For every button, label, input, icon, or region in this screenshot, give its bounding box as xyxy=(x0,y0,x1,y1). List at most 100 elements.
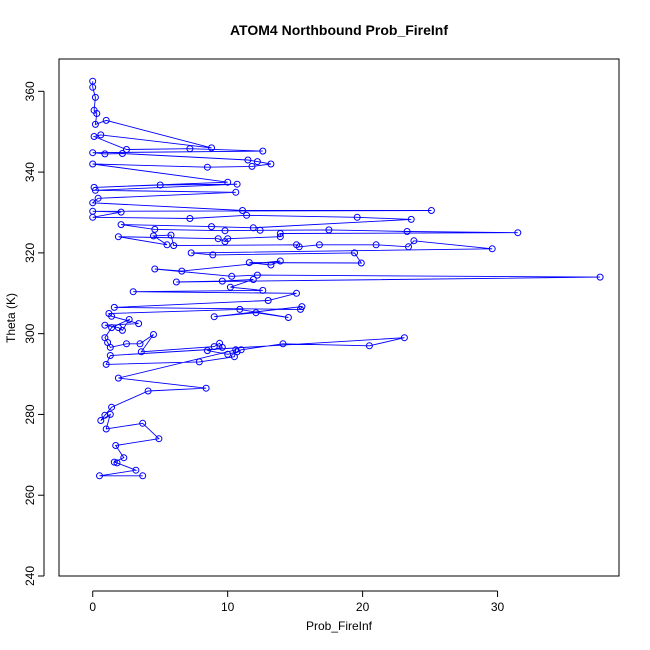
data-point xyxy=(276,233,284,241)
data-point xyxy=(244,156,252,164)
x-tick-label: 10 xyxy=(221,600,235,614)
data-point xyxy=(249,276,257,283)
data-point xyxy=(89,149,97,157)
data-point xyxy=(237,346,245,354)
data-point xyxy=(365,342,373,350)
data-point xyxy=(256,226,264,234)
data-point xyxy=(172,278,180,286)
data-point xyxy=(93,110,101,117)
data-point xyxy=(155,435,163,443)
y-tick-label: 280 xyxy=(23,404,37,424)
data-point xyxy=(178,267,186,275)
data-point xyxy=(357,259,365,267)
data-point xyxy=(112,442,120,449)
data-point xyxy=(170,242,178,250)
chart-title: ATOM4 Northbound Prob_FireInf xyxy=(230,22,448,38)
data-point xyxy=(230,353,238,361)
data-point xyxy=(96,472,103,480)
data-point xyxy=(89,199,97,207)
data-point xyxy=(137,348,145,356)
data-point xyxy=(224,178,232,186)
data-point xyxy=(248,162,256,170)
data-point xyxy=(264,297,272,304)
x-axis-label: Prob_FireInf xyxy=(306,619,373,633)
x-tick-label: 0 xyxy=(89,600,96,614)
data-point xyxy=(117,208,125,216)
data-point xyxy=(405,243,412,251)
data-point xyxy=(187,249,195,257)
y-tick-label: 320 xyxy=(23,243,37,263)
data-point xyxy=(125,316,133,323)
data-point xyxy=(89,160,97,168)
data-point xyxy=(410,237,418,245)
data-point xyxy=(118,326,126,334)
data-point xyxy=(403,228,411,235)
data-point xyxy=(221,227,229,235)
data-point xyxy=(259,286,267,294)
data-point xyxy=(218,277,226,285)
data-point xyxy=(110,303,118,311)
data-point xyxy=(427,207,435,214)
data-point xyxy=(233,180,241,188)
y-tick-label: 240 xyxy=(23,566,37,586)
data-point xyxy=(226,283,234,291)
data-point xyxy=(221,238,229,246)
data-point xyxy=(372,241,380,249)
data-point xyxy=(102,425,110,433)
data-point xyxy=(214,235,222,243)
data-point xyxy=(91,120,99,128)
data-point xyxy=(117,221,125,229)
data-point xyxy=(102,360,110,368)
data-point xyxy=(102,116,110,124)
x-tick-label: 30 xyxy=(491,600,505,614)
data-point xyxy=(202,384,210,392)
data-point xyxy=(267,261,275,269)
x-axis: 0 10 20 30 xyxy=(89,590,505,614)
x-tick-label: 20 xyxy=(356,600,370,614)
data-point xyxy=(91,186,99,194)
data-point xyxy=(252,309,260,317)
data-point xyxy=(228,272,236,280)
data-point xyxy=(239,207,246,214)
data-point xyxy=(163,241,171,249)
data-point xyxy=(139,419,147,427)
data-point xyxy=(97,417,105,424)
data-point xyxy=(276,230,284,237)
data-point xyxy=(123,146,130,153)
y-axis: 240 260 280 300 320 340 360 xyxy=(23,81,45,586)
data-point xyxy=(106,343,114,351)
data-point xyxy=(150,331,157,338)
data-point xyxy=(101,150,109,158)
data-point xyxy=(267,160,275,168)
data-point xyxy=(253,271,261,279)
y-axis-label: Theta (K) xyxy=(4,293,18,343)
data-point xyxy=(156,181,164,189)
data-point xyxy=(400,334,408,342)
data-point xyxy=(284,314,292,321)
data-point xyxy=(293,289,300,297)
data-point xyxy=(89,213,97,221)
data-point xyxy=(113,459,121,467)
plot-frame xyxy=(58,58,620,577)
data-point xyxy=(186,215,194,222)
data-point xyxy=(101,411,109,419)
data-point xyxy=(253,158,261,166)
data-point xyxy=(135,320,143,328)
y-tick-label: 300 xyxy=(23,323,37,343)
data-point xyxy=(243,211,251,219)
data-point xyxy=(224,350,232,358)
data-point xyxy=(249,224,257,232)
series-points xyxy=(89,77,604,480)
y-tick-label: 260 xyxy=(23,485,37,505)
data-point xyxy=(353,213,361,221)
data-point xyxy=(203,347,211,355)
data-point xyxy=(129,288,137,296)
data-point xyxy=(245,259,253,267)
data-point xyxy=(118,150,126,157)
data-point xyxy=(203,163,211,171)
data-point xyxy=(596,273,604,281)
data-point xyxy=(514,229,522,237)
data-point xyxy=(114,374,122,382)
data-point xyxy=(195,358,203,366)
